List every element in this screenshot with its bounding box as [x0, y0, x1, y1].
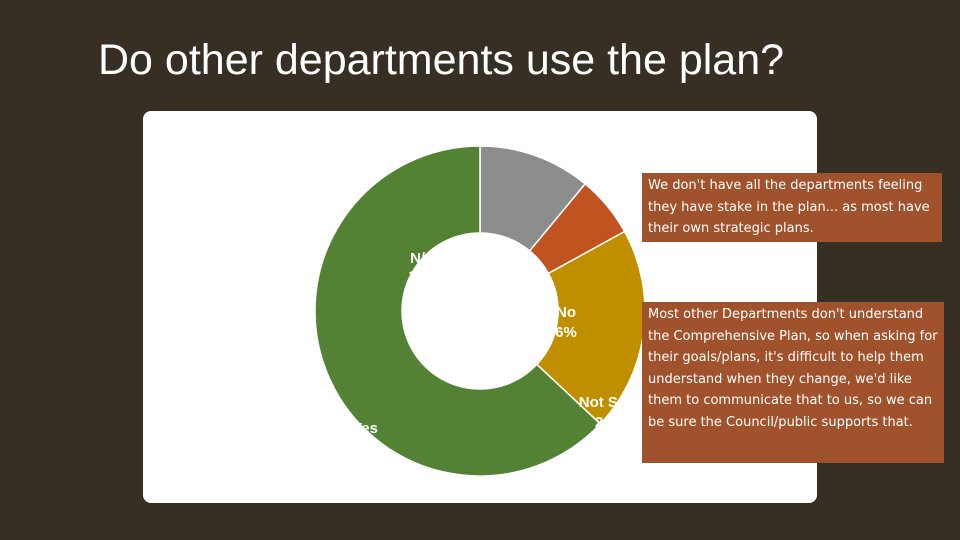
- slice-yes: [314, 145, 602, 477]
- slice-not-sure: [535, 230, 646, 426]
- slice-value-yes: 63%: [350, 440, 380, 457]
- donut-chart: N/A11% No 6% Not Sure 20% Yes 63%: [314, 145, 646, 477]
- slice-label-n-a: N/A: [410, 250, 436, 267]
- slice-value-no: 6%: [555, 324, 577, 341]
- slice-label-yes: Yes: [352, 420, 378, 437]
- slice-label-not-sure: Not Sure: [579, 394, 642, 411]
- callout-comprehensive-plan: Most other Departments don't understand …: [642, 302, 944, 463]
- slice-value-not-sure: 20%: [595, 414, 625, 431]
- slice-label-no: No: [556, 304, 576, 321]
- callout-stakeholders: We don't have all the departments feelin…: [642, 173, 942, 242]
- slide-title: Do other departments use the plan?: [98, 36, 785, 84]
- slice-value-n-a: 11%: [408, 268, 437, 285]
